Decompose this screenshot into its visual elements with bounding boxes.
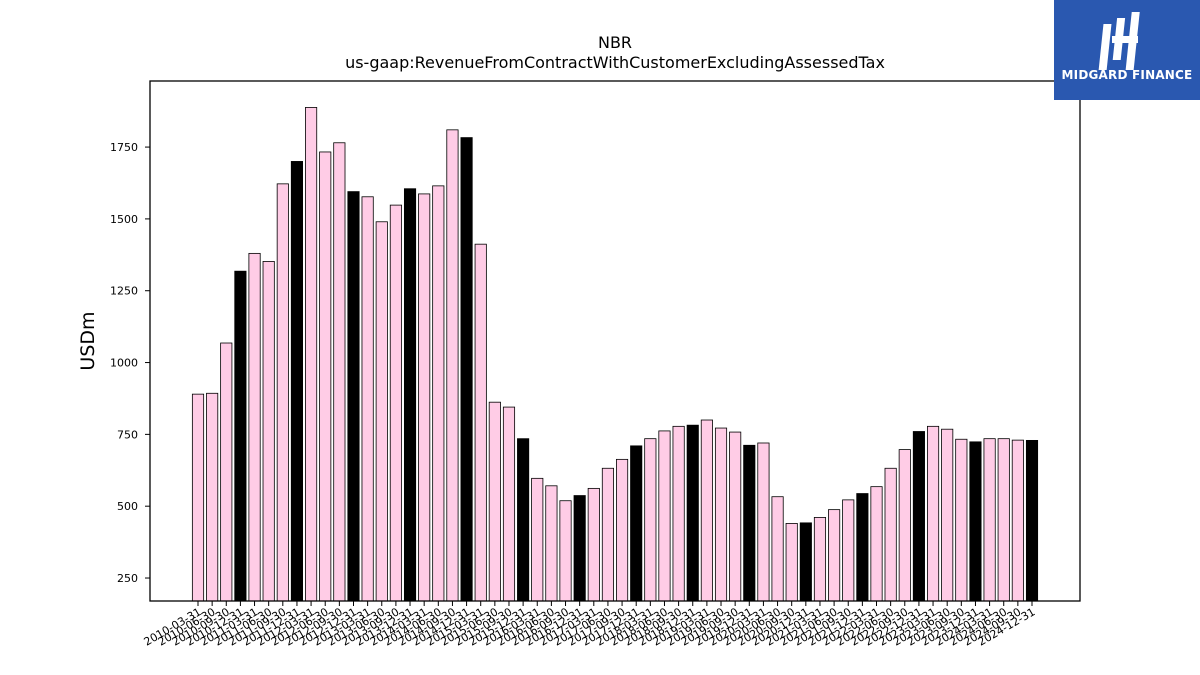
bar-2017-09-30: [616, 458, 629, 602]
bar-2016-06-30: [545, 485, 558, 602]
bar-2020-12-31: [799, 522, 812, 602]
bar-2015-09-30: [502, 406, 516, 602]
bar-2019-09-30: [729, 431, 742, 602]
bar-2020-03-31: [757, 442, 770, 602]
brand-name: MIDGARD FINANCE: [1061, 68, 1193, 82]
bar-2022-09-30: [898, 449, 911, 602]
bar-2016-09-30: [559, 500, 572, 602]
bar-2017-03-31: [587, 487, 600, 602]
y-tick-label: 1500: [110, 213, 138, 226]
bar-2010-09-30: [220, 342, 233, 602]
bar-2022-03-31: [870, 486, 883, 602]
bar-2012-06-30: [319, 151, 332, 602]
bar-2024-03-31: [983, 438, 996, 602]
bar-2013-06-30: [375, 221, 388, 602]
bar-2013-03-31: [361, 196, 374, 602]
bars-group: [191, 107, 1039, 602]
bar-2010-03-31: [191, 393, 205, 602]
bar-2023-12-31: [969, 441, 982, 602]
bar-2011-06-30: [262, 261, 275, 602]
bar-2024-06-30: [997, 438, 1010, 602]
plot-frame: [149, 80, 1081, 602]
bar-2014-09-30: [446, 129, 459, 602]
bar-2022-12-31: [912, 431, 925, 602]
bar-2023-06-30: [941, 428, 954, 602]
bar-2016-12-31: [573, 495, 586, 602]
bar-2023-09-30: [955, 438, 968, 602]
brand-mark-icon: [1098, 12, 1140, 70]
bar-2019-03-31: [700, 419, 713, 602]
bar-2021-03-31: [813, 517, 827, 602]
bar-2021-06-30: [828, 509, 841, 602]
x-axis-ticks: 2010-03-312010-06-302010-09-302010-12-31…: [142, 601, 1038, 649]
bar-2014-12-31: [460, 137, 473, 602]
bar-2020-06-30: [771, 496, 784, 602]
bar-2017-06-30: [601, 467, 614, 602]
y-axis-label: USDm: [77, 311, 99, 370]
bar-2010-12-31: [234, 270, 247, 602]
y-axis-ticks: 250 500 750 1000 1250 1500 1750: [110, 141, 150, 585]
y-tick-label: 750: [117, 428, 138, 441]
brand-logo: MIDGARD FINANCE: [1054, 0, 1200, 100]
bar-2016-03-31: [531, 477, 544, 602]
bar-2018-09-30: [672, 425, 685, 602]
bar-2011-12-31: [290, 161, 304, 602]
bar-2017-12-31: [630, 445, 643, 602]
chart-subtitle: us-gaap:RevenueFromContractWithCustomerE…: [345, 53, 885, 72]
y-tick-label: 1250: [110, 285, 138, 298]
bar-2014-03-31: [418, 193, 431, 602]
bar-2019-06-30: [714, 427, 728, 602]
bar-2021-12-31: [856, 493, 869, 602]
y-tick-label: 1000: [110, 357, 138, 370]
y-tick-label: 1750: [110, 141, 138, 154]
bar-2013-12-31: [403, 188, 417, 602]
bar-2015-12-31: [517, 438, 530, 602]
bar-2014-06-30: [432, 185, 445, 602]
bar-2021-09-30: [842, 499, 855, 602]
bar-2011-03-31: [248, 252, 261, 602]
bar-2010-06-30: [206, 392, 219, 602]
bar-2018-12-31: [686, 424, 699, 602]
bar-2024-12-31: [1025, 439, 1039, 602]
bar-2011-09-30: [276, 183, 289, 602]
bar-2015-03-31: [474, 243, 487, 602]
bar-2013-09-30: [389, 204, 402, 602]
bar-2019-12-31: [743, 444, 756, 602]
bar-2020-09-30: [785, 523, 798, 602]
y-tick-label: 250: [117, 572, 138, 585]
bar-2023-03-31: [927, 425, 940, 602]
bar-2024-09-30: [1011, 439, 1024, 602]
bar-2012-09-30: [333, 142, 346, 602]
bar-2018-06-30: [658, 430, 671, 602]
y-tick-label: 500: [117, 500, 138, 513]
bar-2018-03-31: [644, 438, 657, 602]
bar-2022-06-30: [884, 467, 897, 602]
bar-2015-06-30: [488, 401, 501, 602]
bar-2012-03-31: [305, 107, 318, 602]
bar-2012-12-31: [347, 191, 360, 602]
chart-title: NBR: [598, 33, 632, 52]
